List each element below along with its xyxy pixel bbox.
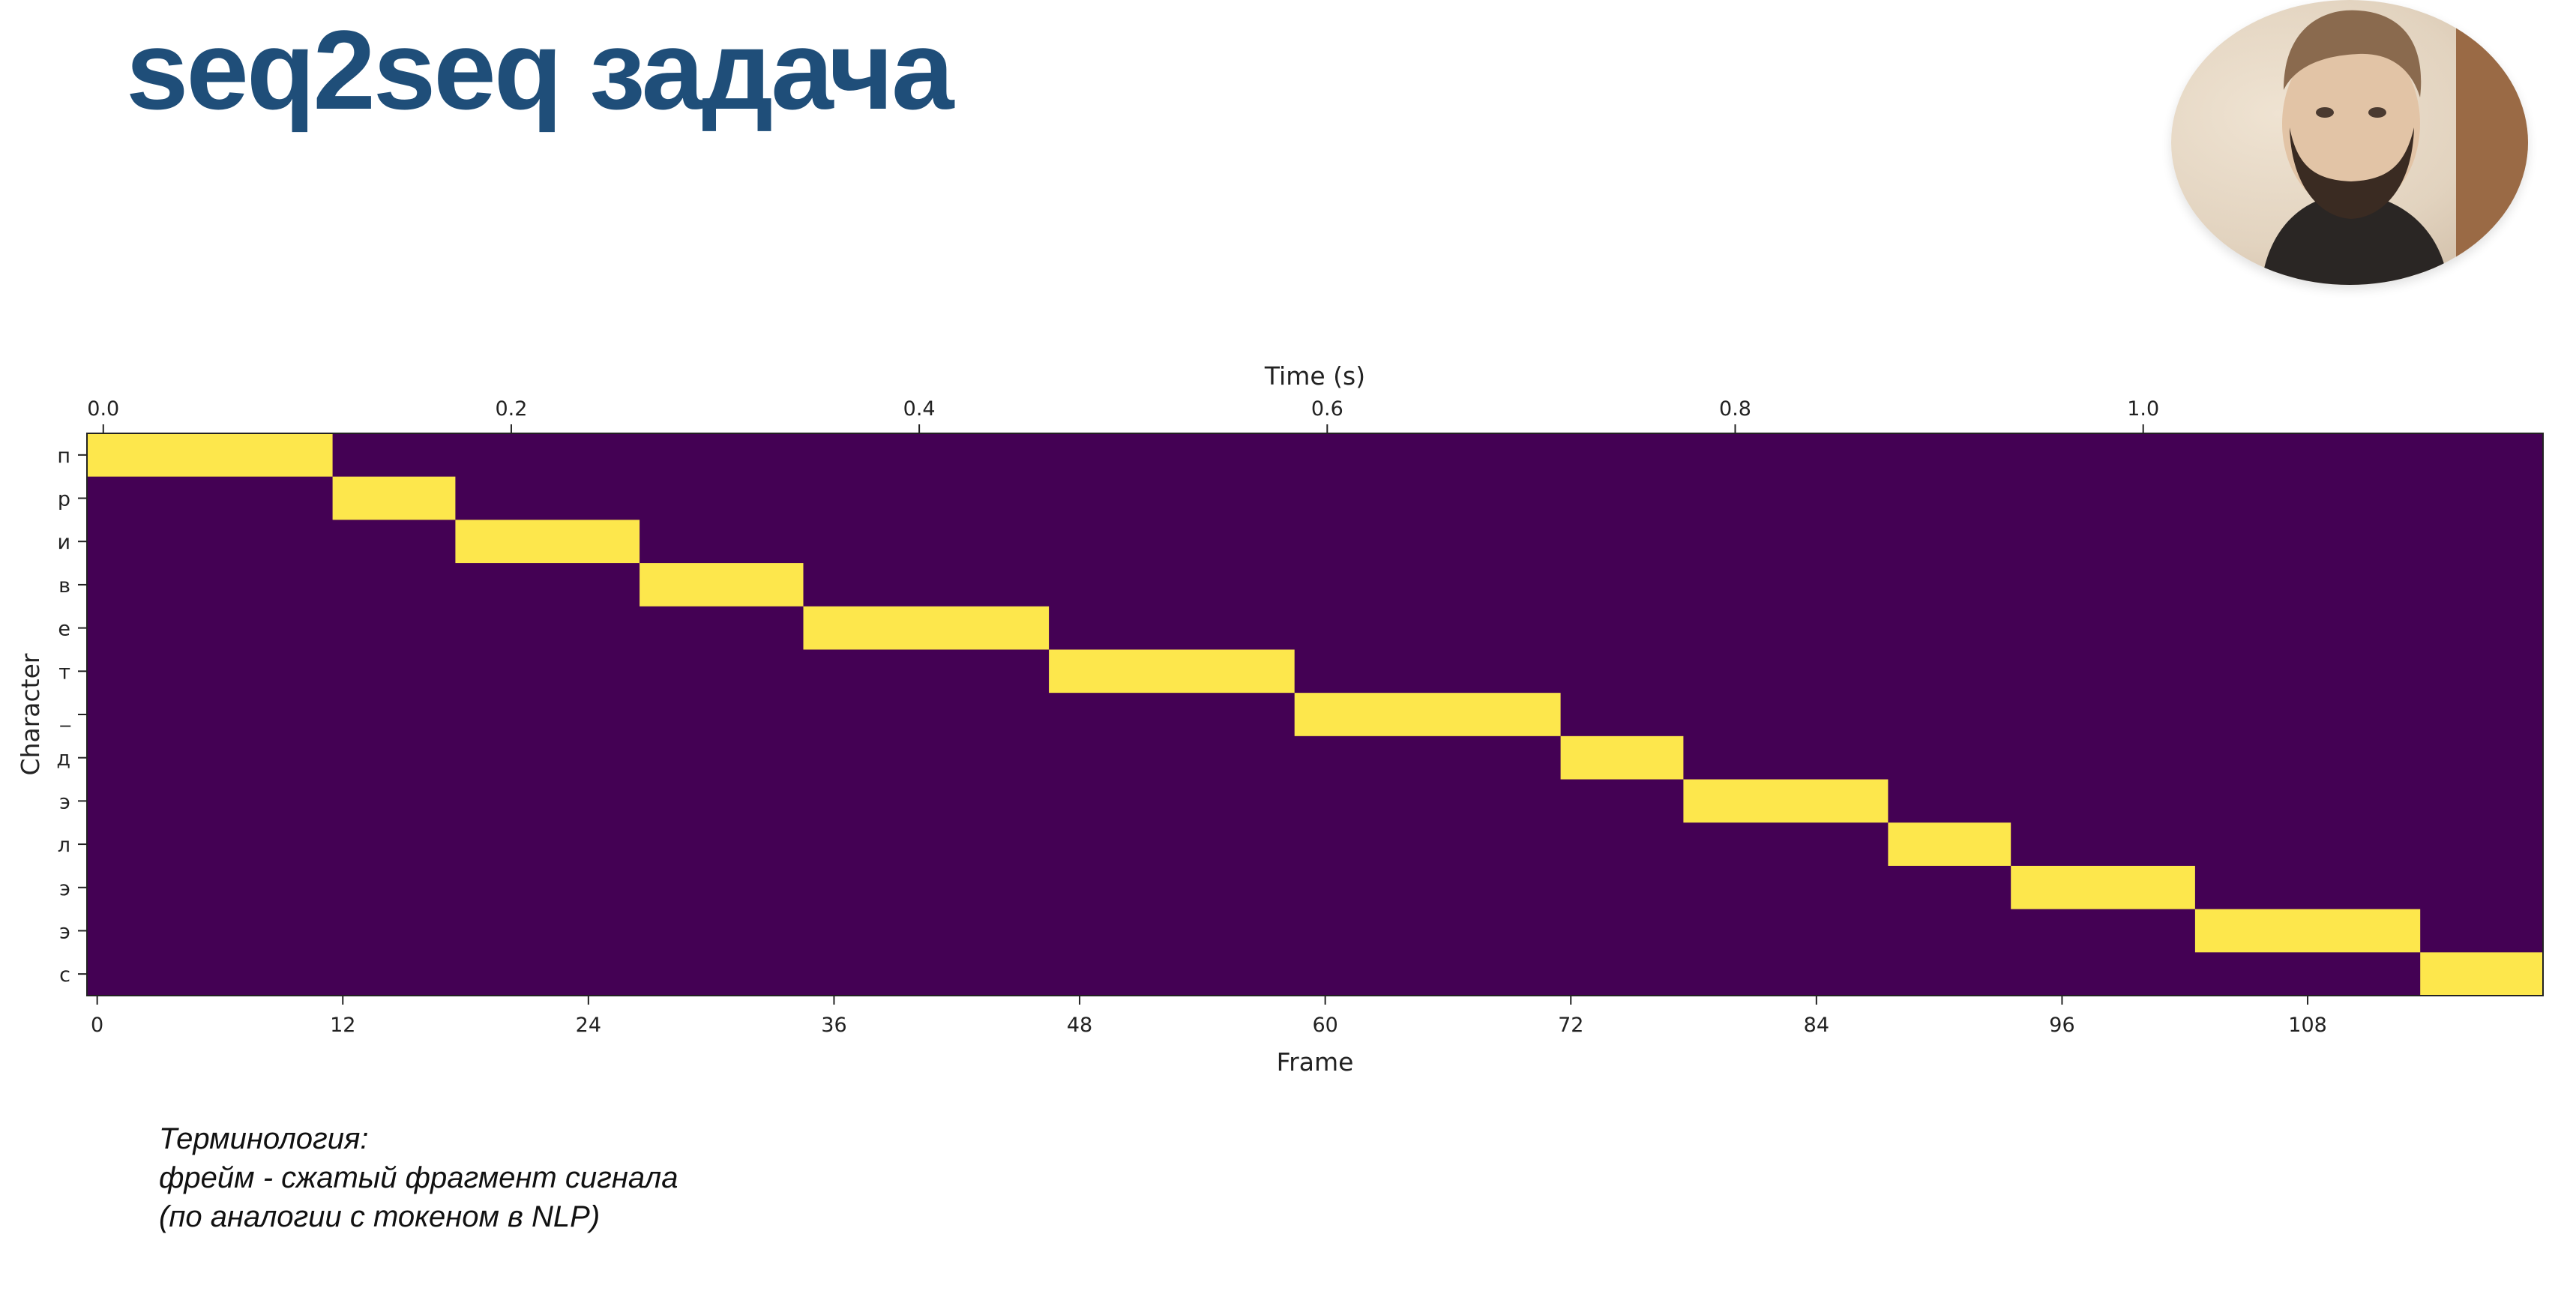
- note-heading: Терминология:: [159, 1122, 369, 1155]
- active-cell: [1560, 735, 1684, 780]
- top-tick-label: 0.0: [87, 397, 119, 421]
- y-tick-label: п: [57, 445, 70, 468]
- x-tick-label: 0: [91, 1014, 103, 1037]
- top-tick-label: 0.6: [1311, 397, 1343, 421]
- x-tick-label: 108: [2288, 1014, 2327, 1037]
- x-tick-label: 48: [1067, 1014, 1092, 1037]
- active-cell: [2011, 865, 2195, 909]
- y-tick-label: р: [58, 488, 70, 511]
- presenter-video-icon: [2261, 0, 2528, 285]
- top-axis-label: Time (s): [1264, 361, 1365, 391]
- x-tick-label: 36: [821, 1014, 846, 1037]
- active-cell: [1683, 779, 1889, 823]
- x-tick-label: 60: [1312, 1014, 1337, 1037]
- x-tick-label: 84: [1804, 1014, 1829, 1037]
- active-cell: [803, 606, 1050, 650]
- y-tick-label: с: [59, 963, 70, 987]
- y-axis-label: Character: [16, 653, 45, 775]
- x-tick-label: 72: [1558, 1014, 1583, 1037]
- y-tick-label: _: [60, 704, 71, 727]
- y-tick-label: д: [56, 747, 70, 771]
- active-cell: [1294, 693, 1561, 736]
- x-tick-label: 12: [330, 1014, 355, 1037]
- note-line-1: фрейм - сжатый фрагмент сигнала: [159, 1161, 678, 1194]
- note-line-2: (по аналогии с токеном в NLP): [159, 1200, 601, 1233]
- x-tick-label: 24: [576, 1014, 601, 1037]
- terminology-note: Терминология: фрейм - сжатый фрагмент си…: [159, 1119, 678, 1236]
- active-cell: [87, 433, 333, 477]
- active-cell: [1049, 649, 1295, 693]
- y-tick-label: э: [59, 790, 70, 813]
- y-tick-label: э: [59, 877, 70, 900]
- x-axis-label: Frame: [1277, 1047, 1354, 1077]
- x-tick-label: 96: [2049, 1014, 2074, 1037]
- y-tick-label: т: [58, 660, 70, 684]
- active-cell: [2194, 909, 2421, 953]
- chart: 0 12 24 36 48 60 72 84 96 108 0.0 0.2 0.4 0.6 0.8 1.0 …: [16, 361, 2544, 1077]
- plot-area: [86, 433, 2544, 996]
- slide-title: seq2seq задача: [126, 7, 954, 133]
- top-tick-label: 0.4: [903, 397, 936, 421]
- y-tick-label: и: [57, 531, 70, 554]
- y-tick-label: в: [58, 574, 70, 598]
- y-tick-label: л: [58, 834, 70, 857]
- top-tick-label: 0.2: [495, 397, 527, 421]
- active-cell: [332, 476, 456, 520]
- top-tick-label: 0.8: [1719, 397, 1751, 421]
- presenter-video: [2171, 0, 2528, 285]
- y-tick-label: э: [59, 920, 70, 943]
- active-cell: [640, 563, 804, 607]
- y-tick-label: е: [58, 618, 70, 641]
- active-cell: [455, 520, 640, 564]
- top-tick-label: 1.0: [2127, 397, 2159, 421]
- active-cell: [1888, 822, 2011, 866]
- active-cell: [2420, 952, 2543, 996]
